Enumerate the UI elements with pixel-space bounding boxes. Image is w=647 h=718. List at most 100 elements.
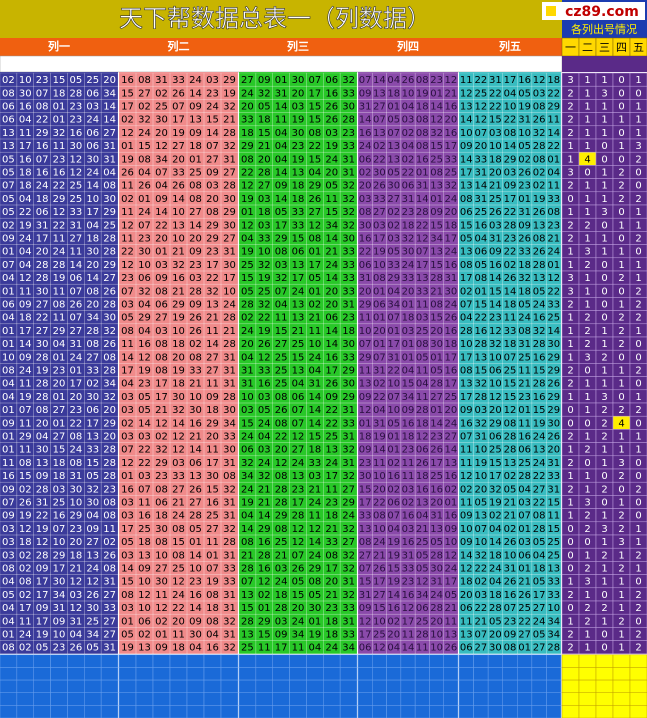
stats-value: 1 <box>584 88 590 99</box>
cell <box>100 270 119 285</box>
cell <box>203 521 222 536</box>
cell-number: 34 <box>402 392 415 403</box>
cell-number: 33 <box>342 286 355 297</box>
cell-number: 20 <box>155 234 168 245</box>
cell-number: 09 <box>460 405 473 416</box>
cell-number: 17 <box>444 577 457 588</box>
cell-number: 01 <box>2 630 15 641</box>
cell-number: 14 <box>155 207 168 218</box>
cell-number: 18 <box>416 471 429 482</box>
stats-col-label: 二 <box>582 41 593 54</box>
cell-number: 27 <box>206 524 219 535</box>
cell <box>84 151 102 166</box>
cell-number: 21 <box>258 141 271 152</box>
cell-number: 33 <box>342 352 355 363</box>
cell-number: 16 <box>359 234 372 245</box>
cell-number: 30 <box>36 339 49 350</box>
cell <box>0 138 18 153</box>
cell <box>118 283 137 298</box>
cell <box>118 442 137 457</box>
cell-number: 14 <box>460 154 473 165</box>
cell <box>16 257 34 272</box>
cell <box>0 627 18 641</box>
cell-number: 15 <box>359 484 372 495</box>
cell-number: 22 <box>258 313 271 324</box>
cell-number: 20 <box>489 168 502 179</box>
cell-number: 27 <box>373 590 386 601</box>
empty-cell <box>443 654 459 668</box>
cell-number: 04 <box>138 326 151 337</box>
cell <box>203 442 222 457</box>
empty-cell <box>306 705 324 718</box>
cell <box>152 600 171 615</box>
cell-number: 33 <box>518 247 531 258</box>
empty-cell <box>169 654 188 668</box>
cell <box>203 310 222 325</box>
cell-number: 14 <box>430 418 443 429</box>
cell-number: 08 <box>19 577 32 588</box>
cell <box>100 283 119 298</box>
cell-number: 24 <box>138 207 151 218</box>
cell <box>220 336 239 351</box>
empty-cell <box>118 654 137 668</box>
cell-number: 24 <box>172 511 185 522</box>
cell-number: 28 <box>103 247 116 258</box>
stats-value: 2 <box>618 181 624 192</box>
empty-cell <box>458 705 474 718</box>
cell <box>203 178 222 193</box>
cell-number: 26 <box>189 484 202 495</box>
cell <box>152 231 171 245</box>
cell-number: 17 <box>359 498 372 509</box>
cell-number: 13 <box>138 550 151 561</box>
cell-number: 20 <box>275 445 288 456</box>
cell-number: 06 <box>2 102 15 113</box>
cell-number: 05 <box>121 630 134 641</box>
cell <box>169 402 188 417</box>
cell-number: 27 <box>86 352 99 363</box>
stats-value: 1 <box>618 432 624 443</box>
cell-number: 07 <box>121 286 134 297</box>
cell-number: 18 <box>172 379 185 390</box>
cell-number: 08 <box>86 286 99 297</box>
cell <box>220 323 239 338</box>
cell <box>33 402 51 417</box>
cell-number: 09 <box>19 300 32 311</box>
cell <box>50 495 68 509</box>
cell <box>16 627 34 641</box>
cell-number: 15 <box>308 115 321 126</box>
cell <box>135 244 154 259</box>
cell <box>203 534 222 549</box>
cell <box>33 429 51 443</box>
cell-number: 11 <box>325 484 338 495</box>
cell-number: 29 <box>155 458 168 469</box>
cell-number: 02 <box>533 168 546 179</box>
cell <box>50 442 68 457</box>
empty-cell <box>443 692 459 706</box>
stats-value: 2 <box>635 484 641 495</box>
cell-number: 29 <box>206 234 219 245</box>
empty-cell <box>255 654 273 668</box>
cell-number: 13 <box>387 141 400 152</box>
cell <box>0 561 18 575</box>
cell-number: 27 <box>474 643 487 654</box>
cell-number: 18 <box>19 537 32 548</box>
cell <box>50 587 68 602</box>
empty-cell <box>169 705 188 718</box>
stats-value: 0 <box>601 471 607 482</box>
cell-number: 18 <box>19 313 32 324</box>
cell <box>67 323 85 338</box>
cell-number: 26 <box>504 273 517 284</box>
cell-number: 06 <box>460 603 473 614</box>
cell-number: 05 <box>533 630 546 641</box>
cell-number: 08 <box>416 115 429 126</box>
cell-number: 18 <box>387 88 400 99</box>
cell-number: 07 <box>416 247 429 258</box>
empty-cell <box>372 692 387 706</box>
cell <box>16 415 34 430</box>
cell <box>67 429 85 443</box>
cell <box>100 402 119 417</box>
cell-number: 21 <box>223 115 236 126</box>
cell-number: 29 <box>206 220 219 231</box>
cell <box>220 521 239 536</box>
empty-cell <box>50 692 68 706</box>
